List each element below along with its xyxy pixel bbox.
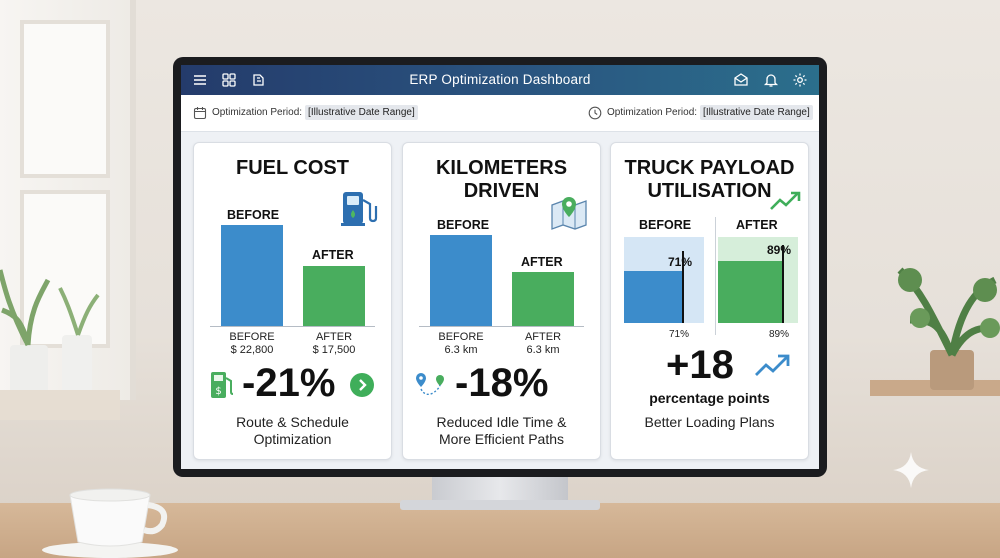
payload-before-pct-axis: 71% <box>661 328 697 341</box>
fuel-after-bar <box>303 266 365 326</box>
km-after-value: 6.3 km <box>526 344 559 356</box>
period-filter-left[interactable]: Optimization Period: [Illustrative Date … <box>193 105 418 120</box>
payload-card: TRUCK PAYLOAD UTILISATION BEFORE AFTER 71… <box>610 142 809 460</box>
km-caption: Reduced Idle Time & More Efficient Paths <box>403 414 600 448</box>
payload-caption: Better Loading Plans <box>611 414 808 431</box>
payload-change-value: +18 <box>666 343 734 388</box>
kilometers-card: KILOMETERS DRIVEN BEFORE AFTER BEFORE 6.3 … <box>402 142 601 460</box>
map-pin-icon <box>549 193 589 233</box>
km-after-bar <box>512 272 574 326</box>
svg-text:$: $ <box>215 386 221 397</box>
payload-before-pct: 71% <box>668 255 692 269</box>
fuel-axis-after: AFTER $ 17,500 <box>298 331 370 357</box>
calendar-icon <box>193 106 207 120</box>
fuel-before-bar <box>221 225 283 326</box>
fuel-caption: Route & Schedule Optimization <box>194 414 391 448</box>
sparkle-icon <box>893 452 929 488</box>
payload-after-pct-axis: 89% <box>761 328 797 341</box>
fuel-cost-title: FUEL COST <box>194 157 391 180</box>
coffee-cup-image <box>40 470 180 558</box>
km-change-value: -18% <box>455 361 548 406</box>
payload-change-unit: percentage points <box>611 390 808 406</box>
km-before-label: BEFORE <box>437 218 489 232</box>
fuel-cost-card: FUEL COST BEFORE AFTER BEFORE $ 22,800 AF… <box>193 142 392 460</box>
fuel-before-label: BEFORE <box>227 208 279 222</box>
km-before-bar <box>430 235 492 326</box>
period-value-left[interactable]: [Illustrative Date Range] <box>305 105 418 120</box>
payload-after-pct: 89% <box>767 243 791 257</box>
payload-before-bar <box>624 271 682 323</box>
gear-icon[interactable] <box>792 72 808 88</box>
period-value-right[interactable]: [Illustrative Date Range] <box>700 105 813 120</box>
km-before-value: 6.3 km <box>444 344 477 356</box>
fuel-after-label: AFTER <box>312 248 354 262</box>
monitor-stand-base <box>400 500 600 510</box>
km-after-label: AFTER <box>521 255 563 269</box>
clock-icon <box>588 106 602 120</box>
plant-left-image <box>0 250 120 420</box>
route-icon <box>413 371 449 401</box>
bell-icon[interactable] <box>763 72 779 88</box>
km-axis-after: AFTER 6.3 km <box>507 331 579 357</box>
period-label-left: Optimization Period: <box>212 107 302 118</box>
trend-up-blue-icon <box>753 351 791 379</box>
fuel-pump-icon <box>339 188 379 228</box>
payload-after-label: AFTER <box>736 218 778 232</box>
payload-after-bar <box>718 261 782 323</box>
km-axis-before: BEFORE 6.3 km <box>425 331 497 357</box>
fuel-axis-before: BEFORE $ 22,800 <box>216 331 288 357</box>
trend-up-icon <box>769 189 801 213</box>
period-filter-right[interactable]: Optimization Period: [Illustrative Date … <box>588 105 813 120</box>
plant-right-image <box>890 230 1000 430</box>
dashboard-screen: ERP Optimization Dashboard Optimi <box>181 65 819 469</box>
km-baseline <box>419 326 584 327</box>
payload-divider <box>715 217 716 335</box>
fuel-baseline <box>210 326 375 327</box>
fuel-savings-icon: $ <box>208 369 236 401</box>
fuel-after-value: $ 17,500 <box>313 344 356 356</box>
monitor: ERP Optimization Dashboard Optimi <box>173 57 827 477</box>
fuel-change-value: -21% <box>242 361 335 406</box>
mail-icon[interactable] <box>733 72 749 88</box>
payload-before-label: BEFORE <box>639 218 691 232</box>
period-bar: Optimization Period: [Illustrative Date … <box>181 95 819 132</box>
fuel-before-value: $ 22,800 <box>231 344 274 356</box>
window-title: ERP Optimization Dashboard <box>181 72 819 87</box>
title-bar: ERP Optimization Dashboard <box>181 65 819 95</box>
fuel-details-chevron-icon[interactable] <box>350 373 374 397</box>
period-label-right: Optimization Period: <box>607 107 697 118</box>
